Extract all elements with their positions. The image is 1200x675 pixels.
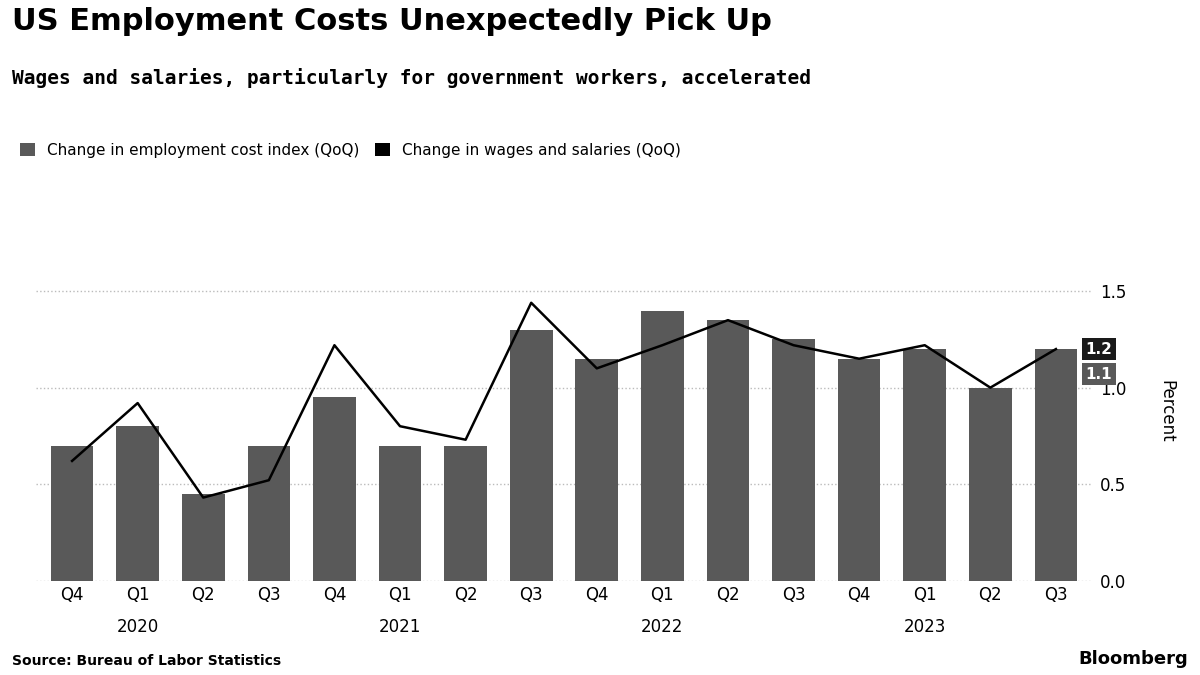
Bar xyxy=(838,358,881,580)
Text: 2023: 2023 xyxy=(904,618,946,636)
Bar xyxy=(1034,349,1078,580)
Bar xyxy=(379,446,421,580)
Bar xyxy=(444,446,487,580)
Bar xyxy=(116,426,158,580)
Bar xyxy=(970,387,1012,580)
Legend: Change in employment cost index (QoQ), Change in wages and salaries (QoQ): Change in employment cost index (QoQ), C… xyxy=(19,142,682,158)
Text: 2021: 2021 xyxy=(379,618,421,636)
Text: 1.2: 1.2 xyxy=(1086,342,1112,356)
Bar xyxy=(576,358,618,580)
Text: 2022: 2022 xyxy=(641,618,684,636)
Bar xyxy=(313,398,355,580)
Bar xyxy=(641,310,684,580)
Bar xyxy=(50,446,94,580)
Bar xyxy=(773,340,815,580)
Text: Bloomberg: Bloomberg xyxy=(1079,650,1188,668)
Bar xyxy=(510,330,552,580)
Bar xyxy=(904,349,946,580)
Text: Source: Bureau of Labor Statistics: Source: Bureau of Labor Statistics xyxy=(12,654,281,668)
Text: US Employment Costs Unexpectedly Pick Up: US Employment Costs Unexpectedly Pick Up xyxy=(12,7,772,36)
Bar xyxy=(182,493,224,580)
Text: 2020: 2020 xyxy=(116,618,158,636)
Bar xyxy=(247,446,290,580)
Y-axis label: Percent: Percent xyxy=(1157,381,1175,443)
Text: Wages and salaries, particularly for government workers, accelerated: Wages and salaries, particularly for gov… xyxy=(12,68,811,88)
Text: 1.1: 1.1 xyxy=(1086,367,1112,381)
Bar xyxy=(707,320,749,580)
